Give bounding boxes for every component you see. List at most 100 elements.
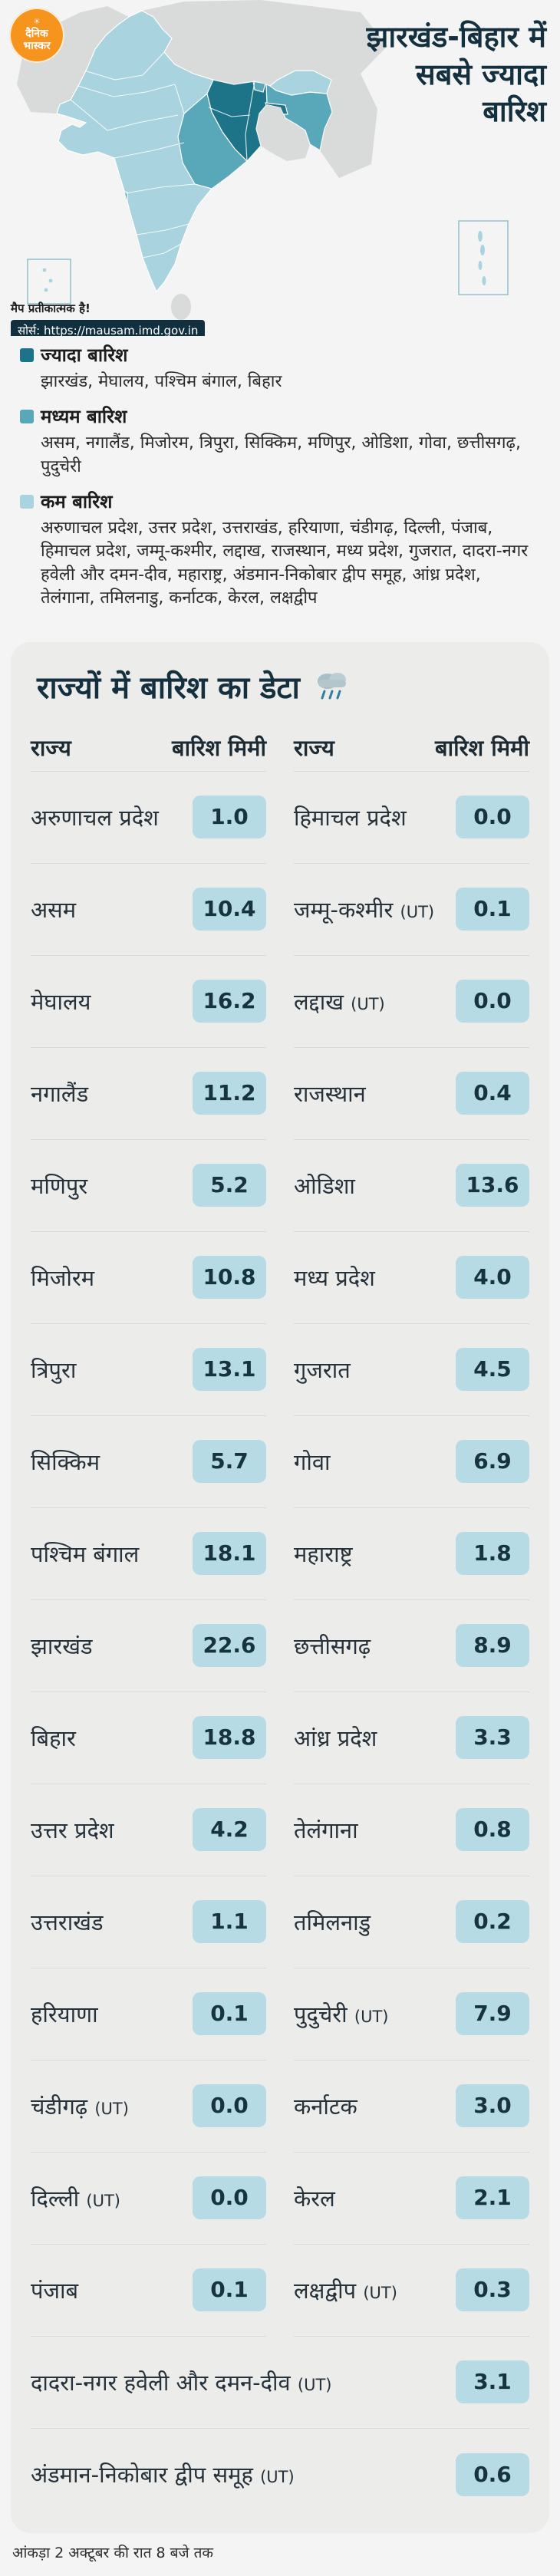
legend-states-medium: असम, नगालैंड, मिजोरम, त्रिपुरा, सिक्किम,… [41, 433, 521, 476]
ut-tag: (UT) [363, 2283, 397, 2302]
table-row: पुदुचेरी (UT) 7.9 [294, 1968, 529, 2060]
table-row: चंडीगढ़ (UT) 0.0 [31, 2060, 266, 2153]
state-name: लद्दाख (UT) [294, 988, 385, 1015]
state-name: गुजरात [294, 1356, 351, 1383]
table-row: अरुणाचल प्रदेश 1.0 [31, 772, 266, 864]
state-name: आंध्र प्रदेश [294, 1724, 377, 1751]
table-row: झारखंड 22.6 [31, 1600, 266, 1692]
state-name: उत्तराखंड [31, 1909, 104, 1935]
table-row: हिमाचल प्रदेश 0.0 [294, 772, 529, 864]
state-name: तमिलनाडु [294, 1909, 371, 1935]
state-name: पुदुचेरी (UT) [294, 2001, 389, 2028]
table-row: जम्मू-कश्मीर (UT) 0.1 [294, 864, 529, 956]
sun-icon: ☀ [33, 17, 41, 26]
dainik-bhaskar-logo: ☀ दैनिक भास्कर [9, 8, 64, 63]
table-row: मिजोरम 10.8 [31, 1232, 266, 1324]
table-row: कर्नाटक 3.0 [294, 2060, 529, 2153]
table-row-full: दादरा-नगर हवेली और दमन-दीव (UT) 3.1 [31, 2337, 529, 2429]
map-legend: ज्यादा बारिश झारखंड, मेघालय, पश्चिम बंगा… [0, 336, 560, 631]
bangladesh-shape [256, 104, 310, 161]
state-name: मध्य प्रदेश [294, 1264, 375, 1291]
state-name: केरल [294, 2185, 335, 2212]
state-name: मिजोरम [31, 1264, 95, 1291]
region-arunachal-low [269, 70, 332, 96]
state-border-lines [70, 51, 255, 259]
india-rainfall-map [17, 0, 509, 320]
china-nepal-shape [142, 0, 387, 86]
table-row: ओडिशा 13.6 [294, 1140, 529, 1232]
table-title: राज्यों में बारिश का डेटा [37, 670, 300, 706]
map-header-section: ☀ दैनिक भास्कर झारखंड-बिहार में सबसे ज्य… [0, 0, 560, 336]
legend-label-high: ज्यादा बारिश [41, 344, 128, 366]
legend-item-high: ज्यादा बारिश झारखंड, मेघालय, पश्चिम बंगा… [20, 342, 540, 394]
state-name: उत्तर प्रदेश [31, 1817, 114, 1843]
state-name: चंडीगढ़ (UT) [31, 2093, 129, 2120]
rain-value-pill: 13.6 [456, 1164, 529, 1207]
state-name: कर्नाटक [294, 2093, 357, 2120]
ut-tag: (UT) [297, 2375, 332, 2394]
table-row: लक्षद्वीप (UT) 0.3 [294, 2245, 529, 2337]
rain-value-pill: 3.1 [456, 2360, 529, 2404]
rain-value-pill: 3.0 [456, 2084, 529, 2128]
legend-label-medium: मध्यम बारिश [41, 406, 127, 428]
rain-value-pill: 4.0 [456, 1256, 529, 1300]
rain-value-pill: 7.9 [456, 1992, 529, 2036]
legend-states-high: झारखंड, मेघालय, पश्चिम बंगाल, बिहार [41, 372, 282, 391]
column-header-value: बारिश मिमी [435, 734, 529, 761]
neighbor-countries [17, 0, 387, 320]
rain-value-pill: 1.0 [193, 796, 266, 839]
state-name: राजस्थान [294, 1080, 366, 1107]
rain-cloud-icon [317, 673, 346, 700]
table-rows-right: हिमाचल प्रदेश 0.0 जम्मू-कश्मीर (UT) 0.1 … [294, 772, 529, 2337]
state-name: हिमाचल प्रदेश [294, 804, 407, 831]
state-name: दिल्ली (UT) [31, 2185, 120, 2212]
state-name: गोवा [294, 1448, 331, 1475]
rain-value-pill: 11.2 [193, 1072, 266, 1115]
table-row: केरल 2.1 [294, 2153, 529, 2245]
state-name: मेघालय [31, 988, 91, 1015]
medium-rain-swatch-icon [20, 409, 34, 423]
ut-tag: (UT) [354, 2007, 389, 2026]
ut-tag: (UT) [400, 902, 435, 921]
rain-value-pill: 5.2 [193, 1164, 266, 1207]
rain-value-pill: 10.4 [193, 888, 266, 931]
table-column-right: राज्य बारिश मिमी हिमाचल प्रदेश 0.0 जम्मू… [294, 724, 529, 2337]
table-row: आंध्र प्रदेश 3.3 [294, 1692, 529, 1784]
legend-states-low: अरुणाचल प्रदेश, उत्तर प्रदेश, उत्तराखंड,… [41, 519, 529, 608]
table-header-right: राज्य बारिश मिमी [294, 724, 529, 772]
table-row: मध्य प्रदेश 4.0 [294, 1232, 529, 1324]
rain-value-pill: 0.2 [456, 1900, 529, 1944]
table-row: मेघालय 16.2 [31, 956, 266, 1048]
state-name: असम [31, 896, 77, 923]
table-row: हरियाणा 0.1 [31, 1968, 266, 2060]
table-title-row: राज्यों में बारिश का डेटा [37, 665, 523, 707]
title-line-2: सबसे ज्यादा [416, 57, 546, 91]
state-name: तेलंगाना [294, 1817, 358, 1843]
rain-value-pill: 13.1 [193, 1348, 266, 1392]
table-row: पश्चिम बंगाल 18.1 [31, 1508, 266, 1600]
state-name: सिक्किम [31, 1448, 100, 1475]
rain-value-pill: 0.0 [456, 796, 529, 839]
state-name: पंजाब [31, 2277, 79, 2304]
table-row: दिल्ली (UT) 0.0 [31, 2153, 266, 2245]
table-header-left: राज्य बारिश मिमी [31, 724, 266, 772]
high-rain-swatch-icon [20, 348, 34, 362]
title-line-3: बारिश [483, 94, 546, 129]
table-row: तमिलनाडु 0.2 [294, 1876, 529, 1968]
table-row: राजस्थान 0.4 [294, 1048, 529, 1140]
state-name: त्रिपुरा [31, 1356, 77, 1383]
rain-value-pill: 8.9 [456, 1624, 529, 1668]
table-row: गोवा 6.9 [294, 1416, 529, 1508]
lakshadweep-inset [27, 259, 71, 305]
rain-data-card: राज्यों में बारिश का डेटा राज्य बारिश मि… [11, 641, 549, 2533]
ut-tag: (UT) [94, 2099, 129, 2118]
state-name: जम्मू-कश्मीर (UT) [294, 896, 435, 923]
table-rows-full-width: दादरा-नगर हवेली और दमन-दीव (UT) 3.1 अंडम… [31, 2337, 529, 2521]
rain-value-pill: 16.2 [193, 980, 266, 1023]
rain-value-pill: 3.3 [456, 1716, 529, 1760]
data-timestamp-note: आंकड़ा 2 अक्टूबर की रात 8 बजे तक [12, 2544, 214, 2561]
table-row: छत्तीसगढ़ 8.9 [294, 1600, 529, 1692]
table-row: मणिपुर 5.2 [31, 1140, 266, 1232]
table-row: उत्तर प्रदेश 4.2 [31, 1784, 266, 1876]
ut-tag: (UT) [260, 2468, 295, 2487]
